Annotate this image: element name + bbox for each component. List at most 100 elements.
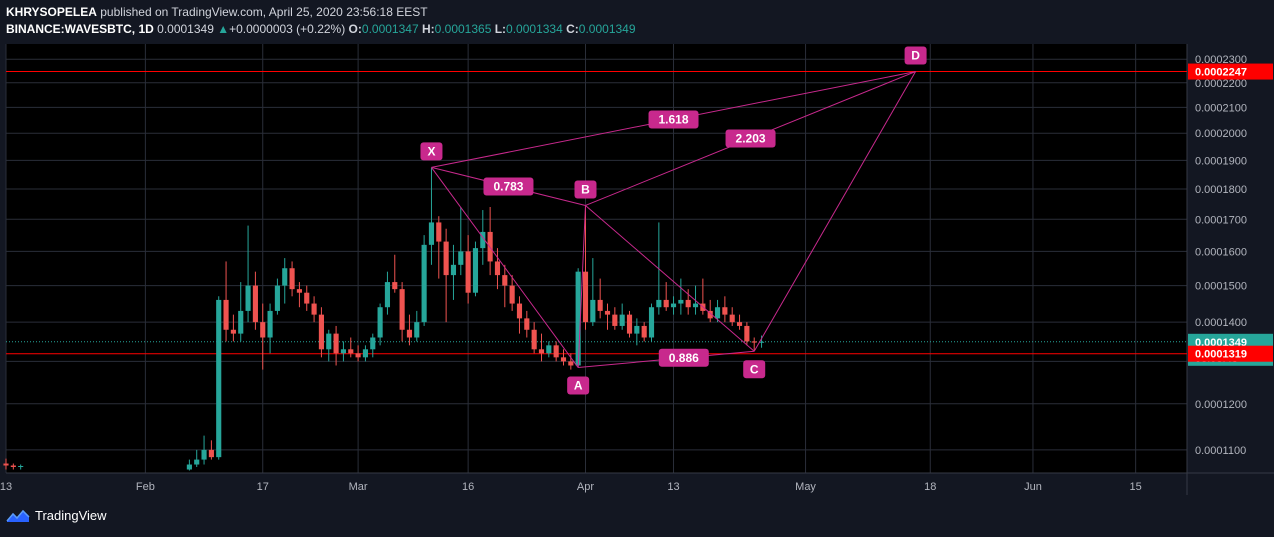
x-tick-label: Mar — [349, 481, 368, 493]
candle — [311, 296, 317, 323]
price-chart[interactable]: 0.00011000.00012000.00013000.00014000.00… — [0, 0, 1274, 500]
candle-body — [465, 251, 471, 293]
candle — [670, 296, 677, 315]
candle — [208, 440, 214, 460]
x-tick-label: Apr — [577, 481, 594, 493]
last-price: 0.0001349 — [157, 22, 214, 36]
candle — [186, 459, 192, 471]
footer-brand[interactable]: TradingView — [6, 508, 107, 523]
ratio-label: 1.618 — [648, 110, 699, 129]
candle-body — [751, 341, 757, 343]
candle-body — [670, 303, 677, 308]
y-tick-label: 0.0002300 — [1195, 54, 1247, 66]
pattern-point-d-text: D — [911, 49, 920, 63]
tradingview-logo-icon — [6, 509, 30, 522]
x-tick-label: 17 — [257, 481, 269, 493]
candle-body — [590, 299, 596, 323]
candle — [553, 341, 559, 362]
high-value: 0.0001365 — [434, 22, 492, 36]
candle — [282, 258, 288, 304]
candle-body — [480, 231, 486, 249]
pattern-point-a: A — [567, 376, 590, 395]
candle — [326, 329, 332, 362]
candle — [494, 248, 501, 290]
candle — [201, 435, 207, 465]
candle-body — [333, 333, 339, 354]
candle — [304, 285, 310, 311]
candle-body — [3, 463, 9, 466]
pattern-point-a-text: A — [574, 379, 583, 393]
pattern-leg — [431, 167, 579, 368]
symbol-label[interactable]: BINANCE:WAVESBTC, 1D — [6, 22, 154, 36]
candle-body — [311, 303, 317, 315]
ratio-label-box — [725, 129, 776, 148]
candle — [465, 235, 471, 304]
candle-body — [641, 325, 647, 338]
candle-body — [685, 299, 691, 308]
candle-body — [604, 310, 611, 315]
candle-body — [282, 268, 288, 286]
candle-body — [428, 222, 435, 245]
candle — [428, 167, 435, 265]
candle-body — [707, 310, 713, 319]
candle-body — [194, 459, 200, 465]
candle-body — [531, 329, 537, 350]
candle-body — [326, 333, 332, 350]
candle — [516, 296, 523, 334]
y-tick-label: 0.0001100 — [1195, 445, 1246, 457]
candle-body — [208, 449, 214, 458]
candle — [296, 282, 302, 308]
candle — [406, 314, 413, 346]
candle — [568, 353, 574, 370]
ratio-label-text: 0.886 — [669, 351, 699, 365]
candle-body — [377, 307, 383, 338]
candle-body — [736, 322, 743, 326]
candle-body — [296, 289, 302, 293]
pattern-point-a-box — [567, 376, 590, 395]
x-tick-label: 13 — [667, 481, 679, 493]
candle — [597, 278, 603, 319]
candle — [355, 345, 361, 362]
candle — [619, 303, 625, 330]
x-tick-label: 18 — [924, 481, 936, 493]
candle-body — [509, 285, 515, 304]
brand-name: TradingView — [35, 508, 107, 523]
candle — [245, 225, 251, 323]
candle-body — [619, 314, 625, 326]
candle-body — [634, 325, 640, 334]
pattern-leg — [577, 205, 586, 368]
candle — [252, 271, 258, 330]
ratio-label-box — [648, 110, 699, 129]
chart-header: KHRYSOPELEA published on TradingView.com… — [6, 4, 636, 38]
candle — [399, 282, 405, 342]
pattern-point-x-text: X — [427, 144, 435, 158]
candle — [744, 322, 750, 346]
candle-body — [663, 299, 669, 308]
candle-body — [538, 349, 545, 354]
candle — [421, 235, 427, 326]
candle-body — [252, 285, 258, 323]
candle — [3, 458, 9, 470]
candle — [318, 307, 324, 358]
ratio-label: 0.886 — [658, 348, 709, 367]
candle-body — [399, 289, 405, 330]
candle — [626, 310, 633, 338]
candle — [758, 335, 765, 348]
candle — [524, 310, 530, 338]
candle — [714, 299, 721, 323]
candle — [546, 341, 552, 358]
price-axis-tag-box — [1188, 63, 1273, 80]
candle — [538, 333, 545, 362]
candle-body — [450, 264, 457, 276]
author-name[interactable]: KHRYSOPELEA — [6, 5, 97, 19]
candle-body — [201, 449, 207, 460]
candle — [582, 205, 589, 330]
ratio-label-text: 0.783 — [493, 179, 523, 193]
x-tick-label: 13 — [0, 481, 12, 493]
candle — [289, 261, 295, 297]
candle — [392, 254, 398, 293]
candle — [260, 303, 266, 370]
candle-body — [348, 349, 354, 354]
candle-body — [230, 329, 236, 334]
open-value: 0.0001347 — [361, 22, 419, 36]
